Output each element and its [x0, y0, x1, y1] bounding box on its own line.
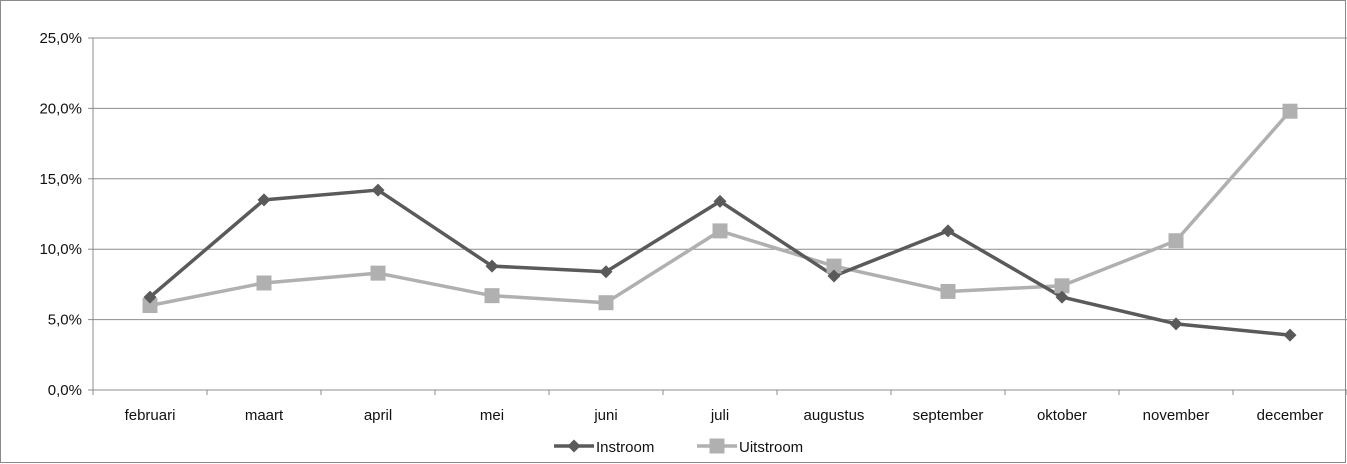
x-tick-label: september [913, 407, 984, 424]
y-tick-label: 25,0% [39, 30, 82, 47]
data-point-instroom [599, 265, 613, 279]
data-point-instroom [257, 193, 271, 207]
legend-label-uitstroom: Uitstroom [739, 439, 803, 456]
data-point-uitstroom [142, 298, 158, 314]
data-point-instroom [371, 183, 385, 197]
legend-label-instroom: Instroom [596, 439, 654, 456]
data-point-instroom [485, 259, 499, 273]
x-tick-label: juni [593, 407, 617, 424]
data-point-instroom [941, 224, 955, 238]
y-tick-label: 20,0% [39, 100, 82, 117]
data-point-instroom [827, 269, 841, 283]
legend-item-instroom: Instroom [554, 439, 654, 456]
data-point-uitstroom [1054, 278, 1070, 294]
data-point-instroom [1055, 290, 1069, 304]
y-tick-label: 15,0% [39, 171, 82, 188]
legend-item-uitstroom: Uitstroom [697, 438, 803, 456]
x-tick-label: juli [710, 407, 729, 424]
data-point-uitstroom [1168, 233, 1184, 249]
x-tick-label: december [1257, 407, 1324, 424]
data-point-uitstroom [256, 275, 272, 291]
data-point-uitstroom [1282, 103, 1298, 119]
x-tick-label: maart [245, 407, 284, 424]
legend-marker-instroom [567, 439, 581, 453]
legend: Instroom Uitstroom [554, 438, 803, 456]
x-tick-label: augustus [804, 407, 865, 424]
x-tick-label: april [364, 407, 392, 424]
data-point-uitstroom [484, 288, 500, 304]
data-point-uitstroom [826, 258, 842, 274]
y-tick-label: 5,0% [48, 312, 82, 329]
x-tick-label: oktober [1037, 407, 1087, 424]
x-axis: februari maart april mei juni juli augustus sep… [92, 390, 1347, 424]
data-point-instroom [1283, 328, 1297, 342]
series-markers [142, 103, 1298, 342]
gridlines [93, 37, 1347, 391]
y-tick-label: 10,0% [39, 241, 82, 258]
data-point-uitstroom [940, 283, 956, 299]
y-axis: 0,0% 5,0% 10,0% 15,0% 20,0% 25,0% [39, 30, 94, 399]
series-lines [148, 110, 1292, 337]
data-point-uitstroom [370, 265, 386, 281]
data-point-uitstroom [598, 295, 614, 311]
data-point-uitstroom [712, 223, 728, 239]
x-tick-label: mei [480, 407, 504, 424]
legend-marker-uitstroom [709, 438, 725, 454]
data-point-instroom [143, 290, 157, 304]
x-tick-label: november [1143, 407, 1210, 424]
x-tick-label: februari [125, 407, 176, 424]
series-line-uitstroom [149, 110, 1292, 308]
data-point-instroom [1169, 317, 1183, 331]
data-point-instroom [713, 194, 727, 208]
y-tick-label: 0,0% [48, 382, 82, 399]
